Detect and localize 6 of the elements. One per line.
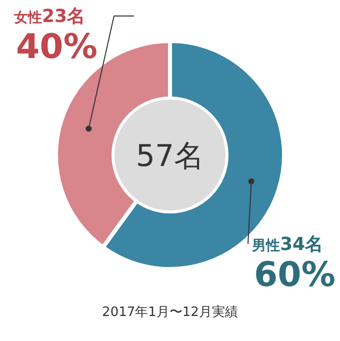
text: 57名 [136, 139, 204, 174]
data-label: 60% [254, 255, 336, 295]
slice-label: 男性34名 [251, 234, 324, 255]
text: 2017年1月〜12月実績 [102, 304, 238, 320]
data-label: 40% [16, 27, 98, 67]
slice-label: 女性23名 [13, 6, 86, 27]
